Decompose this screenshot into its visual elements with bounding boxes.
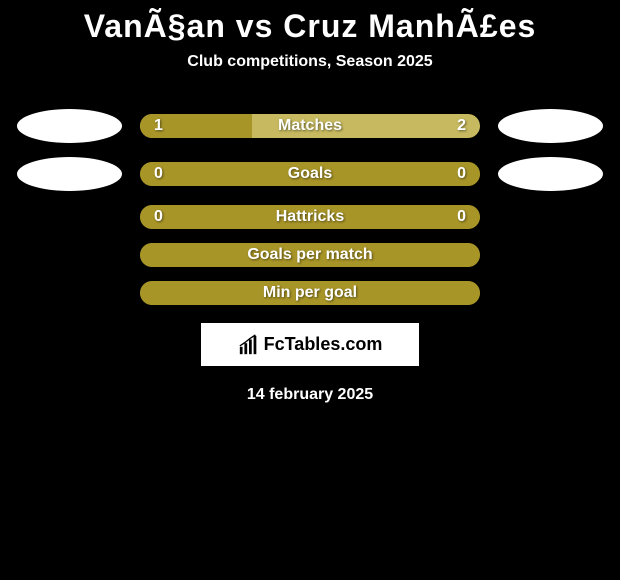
stat-bar: 0Hattricks0 bbox=[140, 205, 480, 229]
stat-label: Goals bbox=[140, 165, 480, 183]
stat-bar: Min per goal bbox=[140, 281, 480, 305]
page-title: VanÃ§an vs Cruz ManhÃ£es bbox=[0, 8, 620, 45]
stat-label: Min per goal bbox=[140, 284, 480, 302]
logo-content: FcTables.com bbox=[238, 334, 383, 356]
logo-text: FcTables.com bbox=[264, 334, 383, 355]
stat-rows-container: 1Matches20Goals00Hattricks0Goals per mat… bbox=[0, 109, 620, 305]
stat-row: Goals per match bbox=[0, 243, 620, 267]
stat-bar: 0Goals0 bbox=[140, 162, 480, 186]
stat-label: Hattricks bbox=[140, 208, 480, 226]
player-right-ellipse bbox=[498, 109, 603, 143]
date-text: 14 february 2025 bbox=[0, 386, 620, 404]
chart-icon bbox=[238, 334, 260, 356]
subtitle: Club competitions, Season 2025 bbox=[0, 53, 620, 71]
stat-bar: 1Matches2 bbox=[140, 114, 480, 138]
stat-value-right: 0 bbox=[457, 165, 466, 183]
stat-bar: Goals per match bbox=[140, 243, 480, 267]
stat-row: 0Hattricks0 bbox=[0, 205, 620, 229]
stat-label: Matches bbox=[140, 117, 480, 135]
stat-row: Min per goal bbox=[0, 281, 620, 305]
player-left-ellipse bbox=[17, 109, 122, 143]
logo-box: FcTables.com bbox=[201, 323, 419, 366]
stat-row: 0Goals0 bbox=[0, 157, 620, 191]
stat-label: Goals per match bbox=[140, 246, 480, 264]
stat-row: 1Matches2 bbox=[0, 109, 620, 143]
stat-value-right: 0 bbox=[457, 208, 466, 226]
stat-value-right: 2 bbox=[457, 117, 466, 135]
player-left-ellipse bbox=[17, 157, 122, 191]
main-container: VanÃ§an vs Cruz ManhÃ£es Club competitio… bbox=[0, 0, 620, 404]
player-right-ellipse bbox=[498, 157, 603, 191]
